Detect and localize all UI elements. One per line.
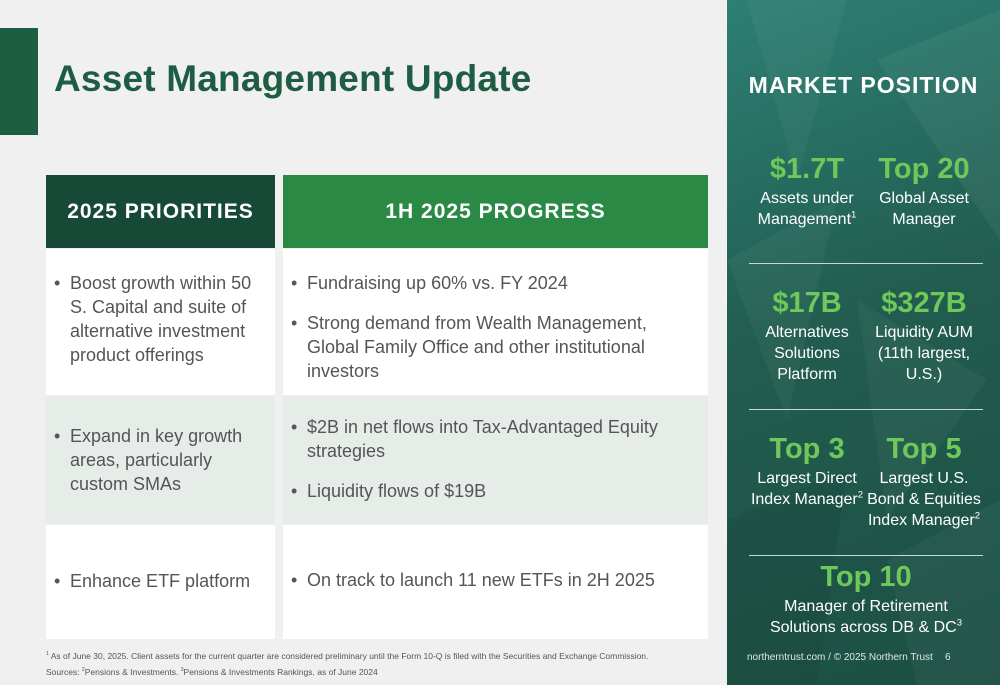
stat-desc: Largest U.S. Bond & Equities Index Manag… (867, 470, 981, 529)
priority-item: Boost growth within 50 S. Capital and su… (52, 271, 269, 367)
source-text: Pensions & Investments. (84, 667, 179, 677)
stat-desc: Largest Direct Index Manager2 (750, 470, 864, 508)
stat-retirement: Top 10 Manager of Retirement Solutions a… (749, 560, 983, 638)
footnote-1: 1 As of June 30, 2025. Client assets for… (46, 651, 648, 661)
stat-desc: Liquidity AUM (11th largest, U.S.) (875, 324, 973, 383)
progress-cell-1: Fundraising up 60% vs. FY 2024 Strong de… (283, 249, 708, 395)
divider (749, 263, 983, 264)
page-title: Asset Management Update (54, 58, 532, 99)
divider (749, 409, 983, 410)
stat-desc: Manager of Retirement Solutions across D… (769, 598, 963, 636)
market-position-panel: MARKET POSITION $1.7T Assets under Manag… (727, 0, 1000, 685)
stat-global-rank: Top 20 Global Asset Manager (859, 152, 989, 230)
stat-value: $1.7T (769, 153, 845, 185)
footnote-marker: 3 (180, 667, 184, 674)
stat-direct-index: Top 3 Largest Direct Index Manager2 (742, 432, 872, 510)
stat-value: $17B (772, 287, 842, 319)
stat-value: Top 20 (878, 153, 970, 185)
priorities-header: 2025 PRIORITIES (46, 175, 275, 248)
source-text: Pensions & Investments Rankings, as of J… (183, 667, 378, 677)
progress-item: Strong demand from Wealth Management, Gl… (289, 311, 698, 383)
stat-desc: Global Asset Manager (879, 190, 969, 228)
sources-label: Sources: (46, 667, 80, 677)
priority-cell-2: Expand in key growth areas, particularly… (46, 396, 275, 524)
stat-value: Top 10 (820, 561, 912, 593)
stat-desc: Alternatives Solutions Platform (765, 324, 849, 383)
priority-item: Expand in key growth areas, particularly… (52, 424, 269, 496)
footnote-marker: 1 (46, 651, 49, 658)
progress-item: Fundraising up 60% vs. FY 2024 (289, 271, 698, 295)
title-accent-bar (0, 28, 38, 135)
site-footer: northerntrust.com / © 2025 Northern Trus… (747, 652, 933, 663)
priority-cell-3: Enhance ETF platform (46, 525, 275, 639)
panel-title: MARKET POSITION (748, 72, 979, 98)
progress-cell-3: On track to launch 11 new ETFs in 2H 202… (283, 525, 708, 639)
progress-item: $2B in net flows into Tax-Advantaged Equ… (289, 415, 698, 463)
priority-cell-1: Boost growth within 50 S. Capital and su… (46, 249, 275, 395)
page-number: 6 (945, 652, 951, 663)
stat-desc: Assets under Management1 (757, 190, 857, 228)
stat-aum: $1.7T Assets under Management1 (742, 152, 872, 230)
panel-pattern (727, 0, 1000, 685)
progress-item: Liquidity flows of $19B (289, 479, 698, 503)
stat-alternatives: $17B Alternatives Solutions Platform (742, 286, 872, 385)
divider (749, 555, 983, 556)
progress-header: 1H 2025 PROGRESS (283, 175, 708, 248)
priority-item: Enhance ETF platform (52, 569, 250, 593)
footnote-text: As of June 30, 2025. Client assets for t… (50, 651, 649, 661)
footnote-marker: 2 (81, 667, 85, 674)
stat-liquidity: $327B Liquidity AUM (11th largest, U.S.) (859, 286, 989, 385)
stat-value: $327B (881, 287, 967, 319)
stat-value: Top 3 (769, 433, 845, 465)
stat-value: Top 5 (886, 433, 962, 465)
progress-item: On track to launch 11 new ETFs in 2H 202… (289, 568, 655, 592)
stat-index-manager: Top 5 Largest U.S. Bond & Equities Index… (859, 432, 989, 531)
footnote-sources: Sources: 2Pensions & Investments. 3Pensi… (46, 667, 378, 677)
progress-cell-2: $2B in net flows into Tax-Advantaged Equ… (283, 396, 708, 524)
